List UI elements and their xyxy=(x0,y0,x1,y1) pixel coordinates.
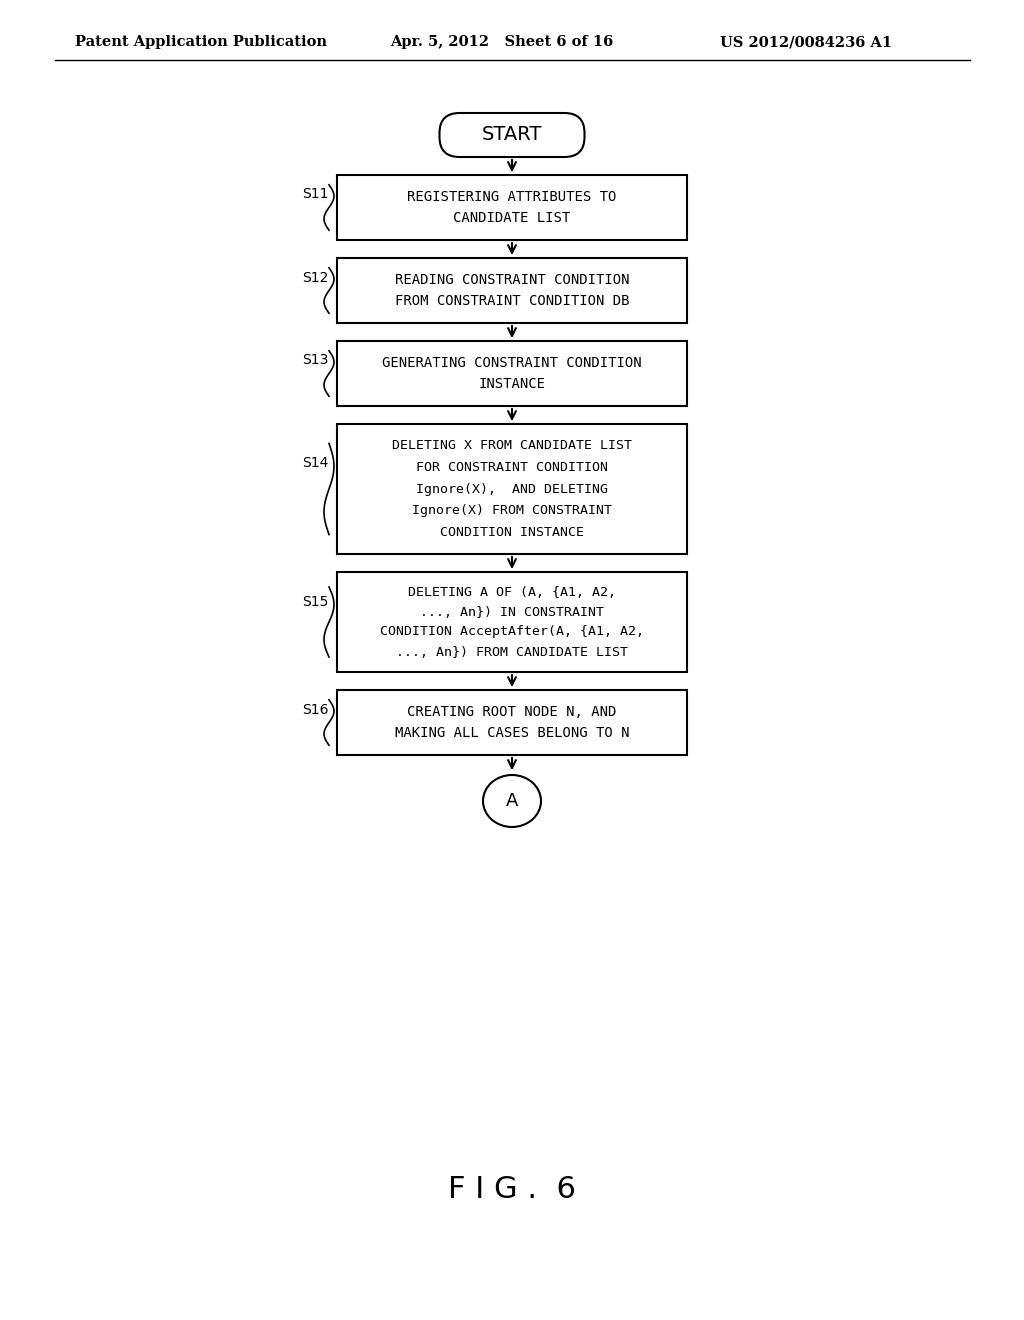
Text: DELETING X FROM CANDIDATE LIST: DELETING X FROM CANDIDATE LIST xyxy=(392,440,632,453)
FancyBboxPatch shape xyxy=(337,572,687,672)
Text: GENERATING CONSTRAINT CONDITION: GENERATING CONSTRAINT CONDITION xyxy=(382,355,642,370)
Text: Patent Application Publication: Patent Application Publication xyxy=(75,36,327,49)
Text: A: A xyxy=(506,792,518,810)
Text: CONDITION INSTANCE: CONDITION INSTANCE xyxy=(440,525,584,539)
Text: Apr. 5, 2012   Sheet 6 of 16: Apr. 5, 2012 Sheet 6 of 16 xyxy=(390,36,613,49)
Text: Ignore(X) FROM CONSTRAINT: Ignore(X) FROM CONSTRAINT xyxy=(412,504,612,517)
Text: CANDIDATE LIST: CANDIDATE LIST xyxy=(454,211,570,226)
Text: S16: S16 xyxy=(302,702,329,717)
Text: S15: S15 xyxy=(302,595,329,609)
Text: MAKING ALL CASES BELONG TO N: MAKING ALL CASES BELONG TO N xyxy=(394,726,630,741)
Text: S11: S11 xyxy=(302,187,329,202)
Text: FROM CONSTRAINT CONDITION DB: FROM CONSTRAINT CONDITION DB xyxy=(394,294,630,309)
Text: CREATING ROOT NODE N, AND: CREATING ROOT NODE N, AND xyxy=(408,705,616,718)
Text: S12: S12 xyxy=(302,271,329,285)
Text: S13: S13 xyxy=(302,354,329,367)
Text: DELETING A OF (A, {A1, A2,: DELETING A OF (A, {A1, A2, xyxy=(408,586,616,598)
FancyBboxPatch shape xyxy=(337,176,687,240)
Ellipse shape xyxy=(483,775,541,828)
Text: Ignore(X),  AND DELETING: Ignore(X), AND DELETING xyxy=(416,483,608,495)
Text: F I G .  6: F I G . 6 xyxy=(449,1176,575,1204)
Text: REGISTERING ATTRIBUTES TO: REGISTERING ATTRIBUTES TO xyxy=(408,190,616,203)
Text: FOR CONSTRAINT CONDITION: FOR CONSTRAINT CONDITION xyxy=(416,461,608,474)
Text: S14: S14 xyxy=(302,455,329,470)
Text: ..., An}) FROM CANDIDATE LIST: ..., An}) FROM CANDIDATE LIST xyxy=(396,645,628,659)
Text: INSTANCE: INSTANCE xyxy=(478,378,546,391)
Text: US 2012/0084236 A1: US 2012/0084236 A1 xyxy=(720,36,892,49)
Text: CONDITION AcceptAfter(A, {A1, A2,: CONDITION AcceptAfter(A, {A1, A2, xyxy=(380,626,644,639)
Text: ..., An}) IN CONSTRAINT: ..., An}) IN CONSTRAINT xyxy=(420,606,604,619)
Text: START: START xyxy=(482,125,542,144)
FancyBboxPatch shape xyxy=(337,257,687,323)
FancyBboxPatch shape xyxy=(337,341,687,407)
FancyBboxPatch shape xyxy=(439,114,585,157)
FancyBboxPatch shape xyxy=(337,424,687,554)
Text: READING CONSTRAINT CONDITION: READING CONSTRAINT CONDITION xyxy=(394,273,630,286)
FancyBboxPatch shape xyxy=(337,690,687,755)
